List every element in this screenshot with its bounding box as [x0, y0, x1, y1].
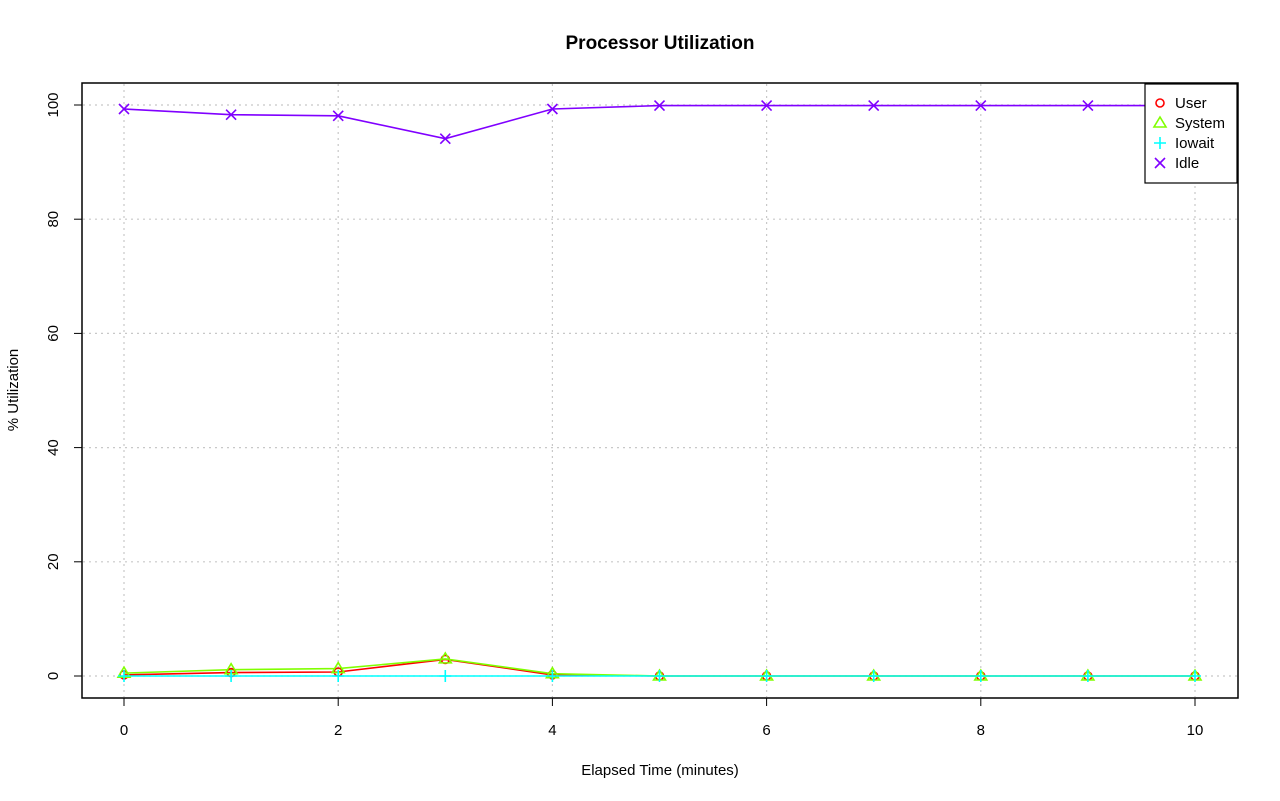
x-tick-label: 4 [548, 722, 556, 739]
data-point-iowait [974, 670, 987, 682]
legend-label-user: User [1175, 95, 1207, 112]
y-tick-label: 0 [45, 672, 62, 680]
x-tick-label: 2 [334, 722, 342, 739]
y-tick-label: 20 [45, 553, 62, 570]
data-point-idle [868, 100, 880, 112]
y-tick-label: 40 [45, 439, 62, 456]
data-point-idle [439, 133, 451, 145]
legend-marker-iowait [1154, 137, 1166, 149]
data-point-iowait [760, 670, 773, 682]
x-tick-label: 8 [977, 722, 985, 739]
series-markers [116, 100, 1203, 682]
x-tick-label: 6 [762, 722, 770, 739]
data-point-iowait [653, 670, 666, 682]
data-point-iowait [332, 670, 345, 682]
data-point-iowait [225, 670, 238, 682]
data-point-idle [1082, 100, 1094, 112]
data-point-iowait [867, 670, 880, 682]
data-point-iowait [1189, 670, 1201, 682]
data-point-idle [653, 100, 666, 112]
data-point-idle [332, 110, 344, 122]
legend-marker-system [1152, 115, 1168, 128]
data-point-idle [761, 100, 773, 112]
data-point-system [437, 651, 453, 664]
data-point-idle [975, 100, 987, 112]
legend: User System Iowait Idle [1144, 83, 1238, 184]
legend-box [1144, 83, 1238, 184]
data-point-iowait [118, 670, 130, 682]
data-point-idle [225, 109, 237, 121]
data-point-idle [546, 103, 558, 115]
legend-label-system: System [1175, 115, 1225, 132]
plot-frame [81, 82, 1239, 699]
y-axis-label: % Utilization [5, 349, 22, 432]
data-point-iowait [546, 670, 559, 682]
legend-marker-idle [1154, 157, 1166, 169]
data-point-iowait [439, 670, 452, 682]
legend-label-idle: Idle [1175, 155, 1199, 172]
x-axis: 0 2 4 6 8 10 [120, 698, 1204, 739]
y-tick-label: 60 [45, 325, 62, 342]
data-point-iowait [1081, 670, 1094, 682]
x-tick-label: 10 [1187, 722, 1204, 739]
legend-label-iowait: Iowait [1175, 135, 1215, 152]
chart-title: Processor Utilization [566, 33, 755, 54]
y-tick-label: 80 [45, 211, 62, 228]
y-tick-label: 100 [45, 92, 62, 117]
y-axis: 0 20 40 60 80 100 [45, 92, 82, 680]
x-tick-label: 0 [120, 722, 128, 739]
x-axis-label: Elapsed Time (minutes) [581, 762, 739, 779]
legend-marker-user [1155, 98, 1165, 108]
data-point-idle [118, 103, 130, 115]
